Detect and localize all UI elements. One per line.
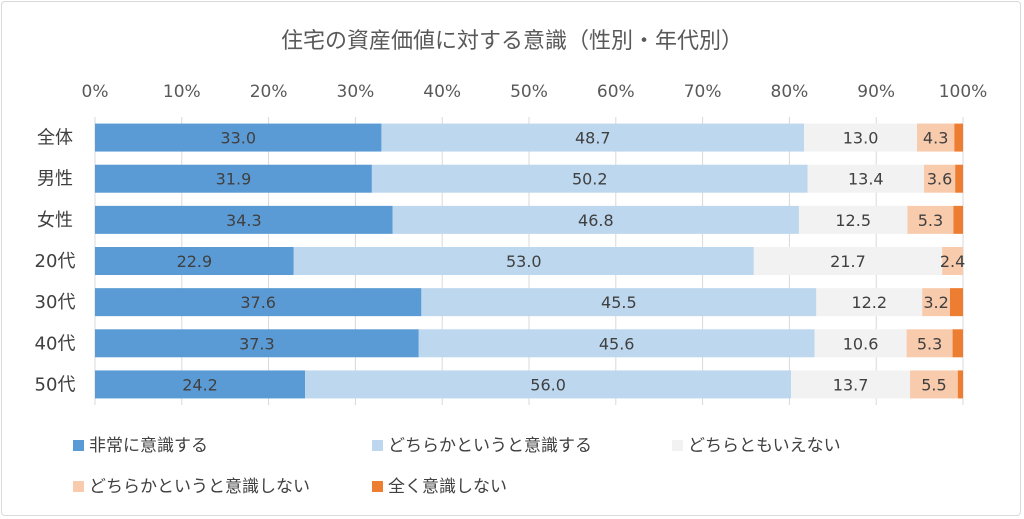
bar-segment — [421, 288, 817, 317]
x-tick-label: 60% — [597, 82, 635, 102]
x-tick-label: 80% — [771, 82, 809, 102]
legend-label: どちらかというと意識しない — [89, 477, 310, 497]
legend-label: どちらともいえない — [688, 436, 841, 456]
legend-label: どちらかというと意識する — [388, 436, 592, 456]
data-label: 48.7 — [575, 129, 611, 148]
data-label: 3.2 — [923, 293, 948, 312]
bar-segment — [907, 205, 954, 234]
bar-segment — [923, 164, 956, 193]
data-label: 56.0 — [530, 375, 566, 394]
bar-segment — [381, 123, 805, 152]
bar-segment — [957, 370, 963, 399]
bar-segment — [392, 205, 799, 234]
category-label: 20代 — [35, 251, 76, 272]
bar-segment — [942, 247, 963, 275]
bar-segment — [910, 370, 958, 399]
chart-title: 住宅の資産価値に対する意識（性別・年代別） — [281, 29, 743, 54]
data-label: 50.2 — [572, 170, 608, 189]
x-tick-label: 40% — [423, 82, 461, 102]
bars — [95, 123, 963, 399]
data-label: 21.7 — [830, 252, 866, 271]
data-label: 45.5 — [601, 293, 637, 312]
bar-segment — [906, 329, 953, 358]
bar-segment — [922, 288, 950, 317]
data-label: 37.3 — [239, 334, 275, 353]
bar-segment — [798, 205, 908, 234]
bar-segment — [953, 205, 963, 234]
data-label: 22.9 — [177, 252, 213, 271]
data-label: 53.0 — [506, 252, 542, 271]
bar-segment — [371, 164, 808, 193]
category-label: 女性 — [37, 210, 73, 231]
data-label: 45.6 — [599, 334, 635, 353]
bar-segment — [952, 329, 963, 358]
bar-segment — [949, 288, 963, 317]
bar-segment — [95, 205, 393, 234]
data-label: 12.5 — [835, 211, 871, 230]
data-label: 5.3 — [918, 211, 943, 230]
legend-swatch — [73, 440, 84, 451]
legend-label: 非常に意識する — [89, 436, 208, 456]
legend-swatch — [372, 481, 383, 492]
bar-segment — [95, 329, 419, 358]
legend-swatch — [672, 440, 683, 451]
data-label: 4.3 — [923, 129, 948, 148]
data-label: 34.3 — [226, 211, 262, 230]
bar-segment — [954, 123, 963, 152]
category-label: 40代 — [35, 333, 76, 354]
bar-segment — [916, 123, 955, 152]
category-label: 30代 — [35, 292, 76, 313]
data-label: 12.2 — [851, 293, 887, 312]
bar-segment — [791, 370, 911, 399]
bar-segment — [293, 247, 754, 275]
data-label: 46.8 — [578, 211, 614, 230]
data-label: 31.9 — [216, 170, 252, 189]
bar-segment — [95, 288, 422, 317]
x-tick-label: 20% — [250, 82, 288, 102]
bar-segment — [95, 164, 372, 193]
category-label: 50代 — [35, 374, 76, 395]
category-label: 男性 — [37, 169, 73, 190]
x-tick-label: 70% — [684, 82, 722, 102]
bar-segment — [753, 247, 943, 275]
data-label: 3.6 — [927, 170, 952, 189]
data-label: 10.6 — [843, 334, 879, 353]
legend-label: 全く意識しない — [388, 477, 507, 497]
bar-segment — [816, 288, 923, 317]
bar-segment — [807, 164, 924, 193]
x-tick-label: 0% — [82, 82, 109, 102]
bar-segment — [804, 123, 917, 152]
data-label: 37.6 — [240, 293, 276, 312]
data-label: 33.0 — [220, 129, 256, 148]
bar-segment — [95, 123, 382, 152]
bar-segment — [418, 329, 815, 358]
bar-segment — [305, 370, 792, 399]
bar-segment — [95, 247, 294, 275]
data-label: 2.4 — [940, 252, 965, 271]
x-tick-label: 90% — [857, 82, 895, 102]
bar-segment — [95, 370, 306, 399]
data-label: 5.5 — [921, 375, 946, 394]
x-tick-label: 100% — [939, 82, 988, 102]
bar-segment — [955, 164, 963, 193]
x-tick-label: 50% — [510, 82, 548, 102]
data-labels: 33.0 48.7 13.0 4.3 31.9 50.2 13.4 3.6 34.3 46.8 12… — [177, 129, 966, 395]
data-label: 5.3 — [917, 334, 942, 353]
data-label: 13.4 — [848, 170, 884, 189]
legend-swatch — [372, 440, 383, 451]
bar-segment — [814, 329, 907, 358]
data-label: 13.7 — [833, 375, 869, 394]
data-label: 13.0 — [843, 129, 879, 148]
x-tick-labels: 0% 10% 20% 30% 40% 50% 60% 70% 80% 90% 100% — [82, 82, 988, 102]
data-label: 24.2 — [182, 375, 218, 394]
legend: 非常に意識する どちらかというと意識する どちらともいえないどちらかというと意識しな… — [73, 436, 841, 497]
category-label: 全体 — [37, 128, 73, 149]
legend-swatch — [73, 481, 84, 492]
x-tick-label: 10% — [163, 82, 201, 102]
x-tick-label: 30% — [337, 82, 375, 102]
